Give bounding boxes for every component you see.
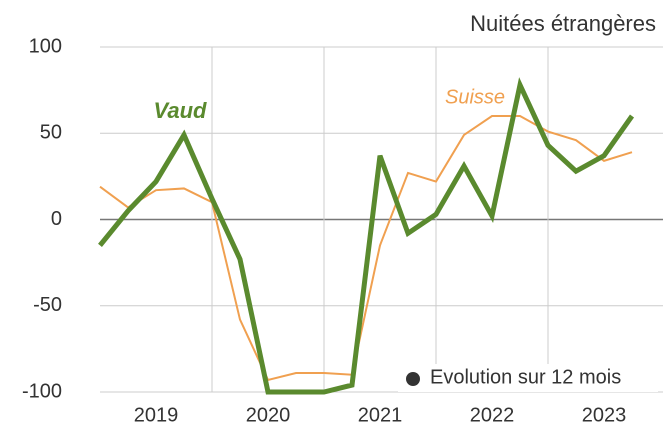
y-tick-label: -100 (22, 380, 62, 402)
y-tick-label: 0 (51, 208, 62, 230)
line-series (99, 115, 633, 382)
y-tick-label: -50 (33, 294, 62, 316)
line-series (98, 77, 635, 395)
y-tick-label: 50 (40, 122, 62, 144)
legend-box (398, 364, 658, 392)
x-tick-label: 2019 (134, 404, 179, 426)
x-tick-label: 2021 (358, 404, 403, 426)
x-tick-label: 2023 (582, 404, 627, 426)
series-label: Vaud (154, 98, 208, 123)
series-label: Suisse (445, 86, 505, 108)
chart-title: Nuitées étrangères (470, 11, 656, 36)
x-tick-label: 2020 (246, 404, 291, 426)
legend-label: Evolution sur 12 mois (430, 366, 621, 388)
x-tick-label: 2022 (470, 404, 515, 426)
legend-marker (406, 372, 420, 386)
y-tick-label: 100 (29, 35, 62, 57)
